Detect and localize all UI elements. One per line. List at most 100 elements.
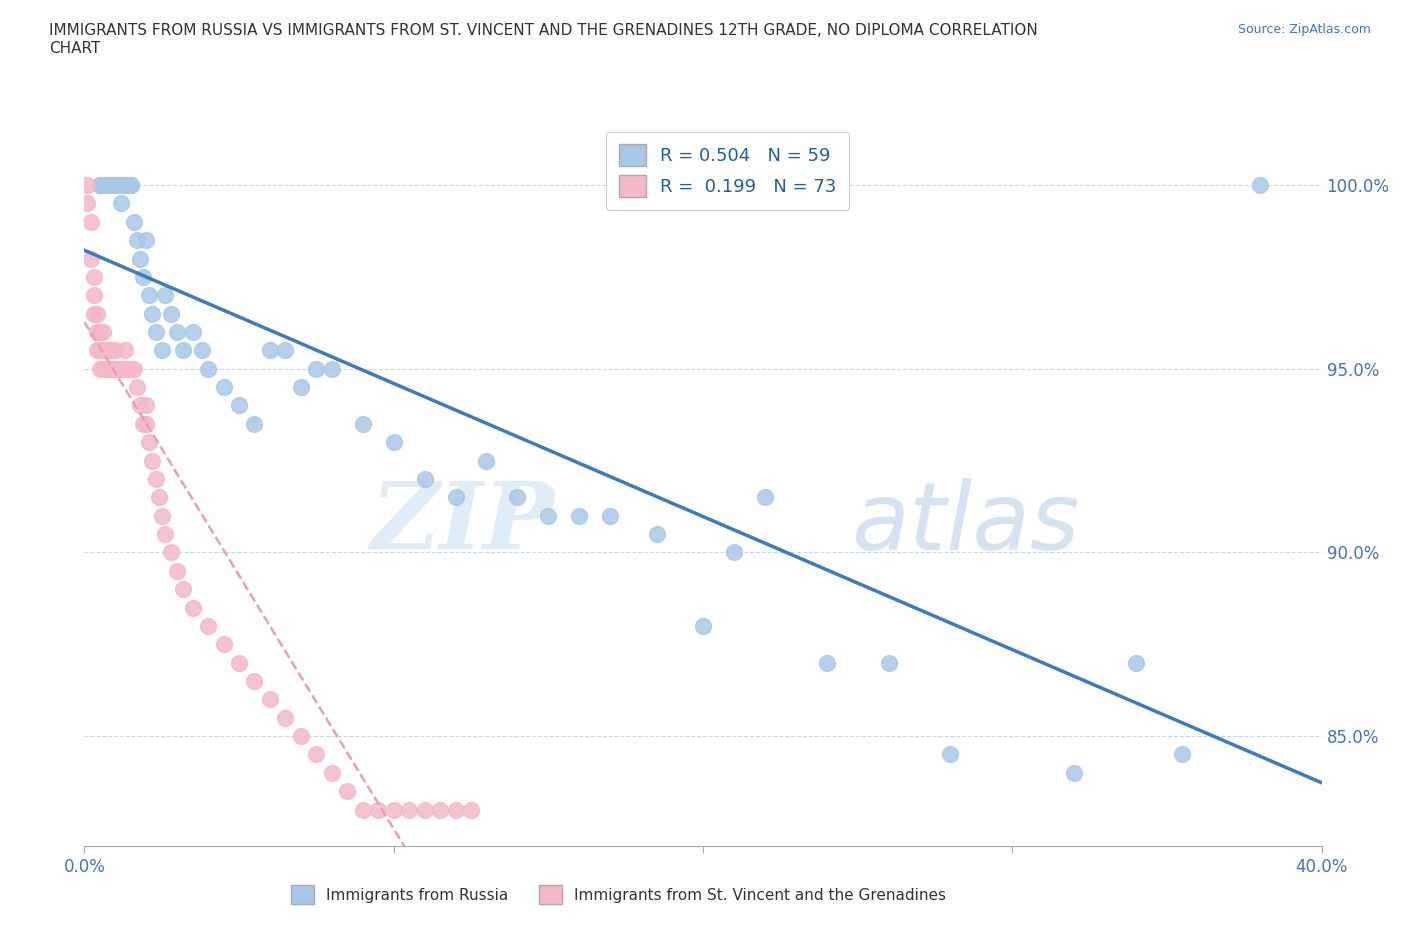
Point (172, 582, 194, 597)
Point (274, 711, 297, 725)
Point (129, 251, 152, 266)
Point (110, 178, 132, 193)
Point (166, 325, 188, 339)
Point (94, 362, 117, 377)
Point (141, 453, 163, 468)
Point (259, 692, 281, 707)
Point (94, 343, 117, 358)
Point (89, 178, 111, 193)
Point (145, 472, 167, 486)
Point (83, 306, 105, 321)
Point (120, 362, 142, 377)
Point (110, 362, 132, 377)
Point (172, 343, 194, 358)
Point (120, 178, 142, 193)
Point (723, 545, 745, 560)
Point (352, 803, 374, 817)
Point (1063, 765, 1085, 780)
Point (86, 306, 108, 321)
Point (104, 343, 127, 358)
Point (274, 343, 297, 358)
Point (145, 325, 167, 339)
Point (877, 656, 900, 671)
Point (104, 178, 127, 193)
Point (135, 417, 157, 432)
Point (429, 803, 451, 817)
Text: Source: ZipAtlas.com: Source: ZipAtlas.com (1237, 23, 1371, 36)
Point (132, 270, 155, 285)
Point (101, 362, 124, 377)
Point (150, 509, 173, 524)
Point (413, 803, 436, 817)
Point (125, 379, 148, 394)
Point (101, 362, 124, 377)
Point (122, 362, 145, 377)
Point (754, 490, 776, 505)
Point (129, 398, 152, 413)
Point (91, 178, 114, 193)
Point (197, 618, 219, 633)
Point (98, 362, 121, 377)
Point (83, 270, 105, 285)
Point (305, 362, 328, 377)
Point (138, 288, 160, 303)
Point (110, 362, 132, 377)
Legend: Immigrants from Russia, Immigrants from St. Vincent and the Grenadines: Immigrants from Russia, Immigrants from … (283, 876, 955, 913)
Legend: R = 0.504   N = 59, R =  0.199   N = 73: R = 0.504 N = 59, R = 0.199 N = 73 (606, 132, 849, 210)
Point (243, 417, 266, 432)
Point (212, 637, 235, 652)
Point (135, 398, 157, 413)
Point (181, 600, 204, 615)
Point (98, 362, 121, 377)
Point (138, 435, 160, 450)
Point (599, 509, 621, 524)
Point (91, 325, 114, 339)
Point (135, 232, 157, 247)
Point (367, 803, 389, 817)
Point (104, 362, 127, 377)
Text: ZIP: ZIP (370, 478, 554, 568)
Point (125, 232, 148, 247)
Point (537, 509, 560, 524)
Point (114, 178, 136, 193)
Point (413, 472, 436, 486)
Point (166, 564, 188, 578)
Point (352, 417, 374, 432)
Point (114, 362, 136, 377)
Point (228, 656, 250, 671)
Point (101, 178, 124, 193)
Point (1125, 656, 1147, 671)
Point (104, 362, 127, 377)
Point (153, 288, 176, 303)
Point (107, 362, 129, 377)
Point (444, 803, 467, 817)
Point (104, 362, 127, 377)
Point (94, 362, 117, 377)
Point (191, 343, 214, 358)
Point (568, 509, 591, 524)
Point (89, 343, 111, 358)
Point (89, 362, 111, 377)
Point (160, 306, 183, 321)
Point (815, 656, 838, 671)
Point (79, 215, 101, 230)
Point (120, 178, 142, 193)
Point (86, 343, 108, 358)
Point (79, 251, 101, 266)
Point (120, 362, 142, 377)
Point (506, 490, 529, 505)
Point (76, 196, 98, 211)
Point (107, 362, 129, 377)
Point (197, 362, 219, 377)
Point (228, 398, 250, 413)
Y-axis label: 12th Grade, No Diploma: 12th Grade, No Diploma (0, 386, 7, 572)
Point (475, 453, 498, 468)
Point (153, 526, 176, 541)
Point (141, 306, 163, 321)
Point (321, 362, 343, 377)
Point (98, 343, 121, 358)
Text: IMMIGRANTS FROM RUSSIA VS IMMIGRANTS FROM ST. VINCENT AND THE GRENADINES 12TH GR: IMMIGRANTS FROM RUSSIA VS IMMIGRANTS FRO… (49, 23, 1038, 56)
Point (336, 784, 359, 799)
Point (107, 178, 129, 193)
Point (305, 747, 328, 762)
